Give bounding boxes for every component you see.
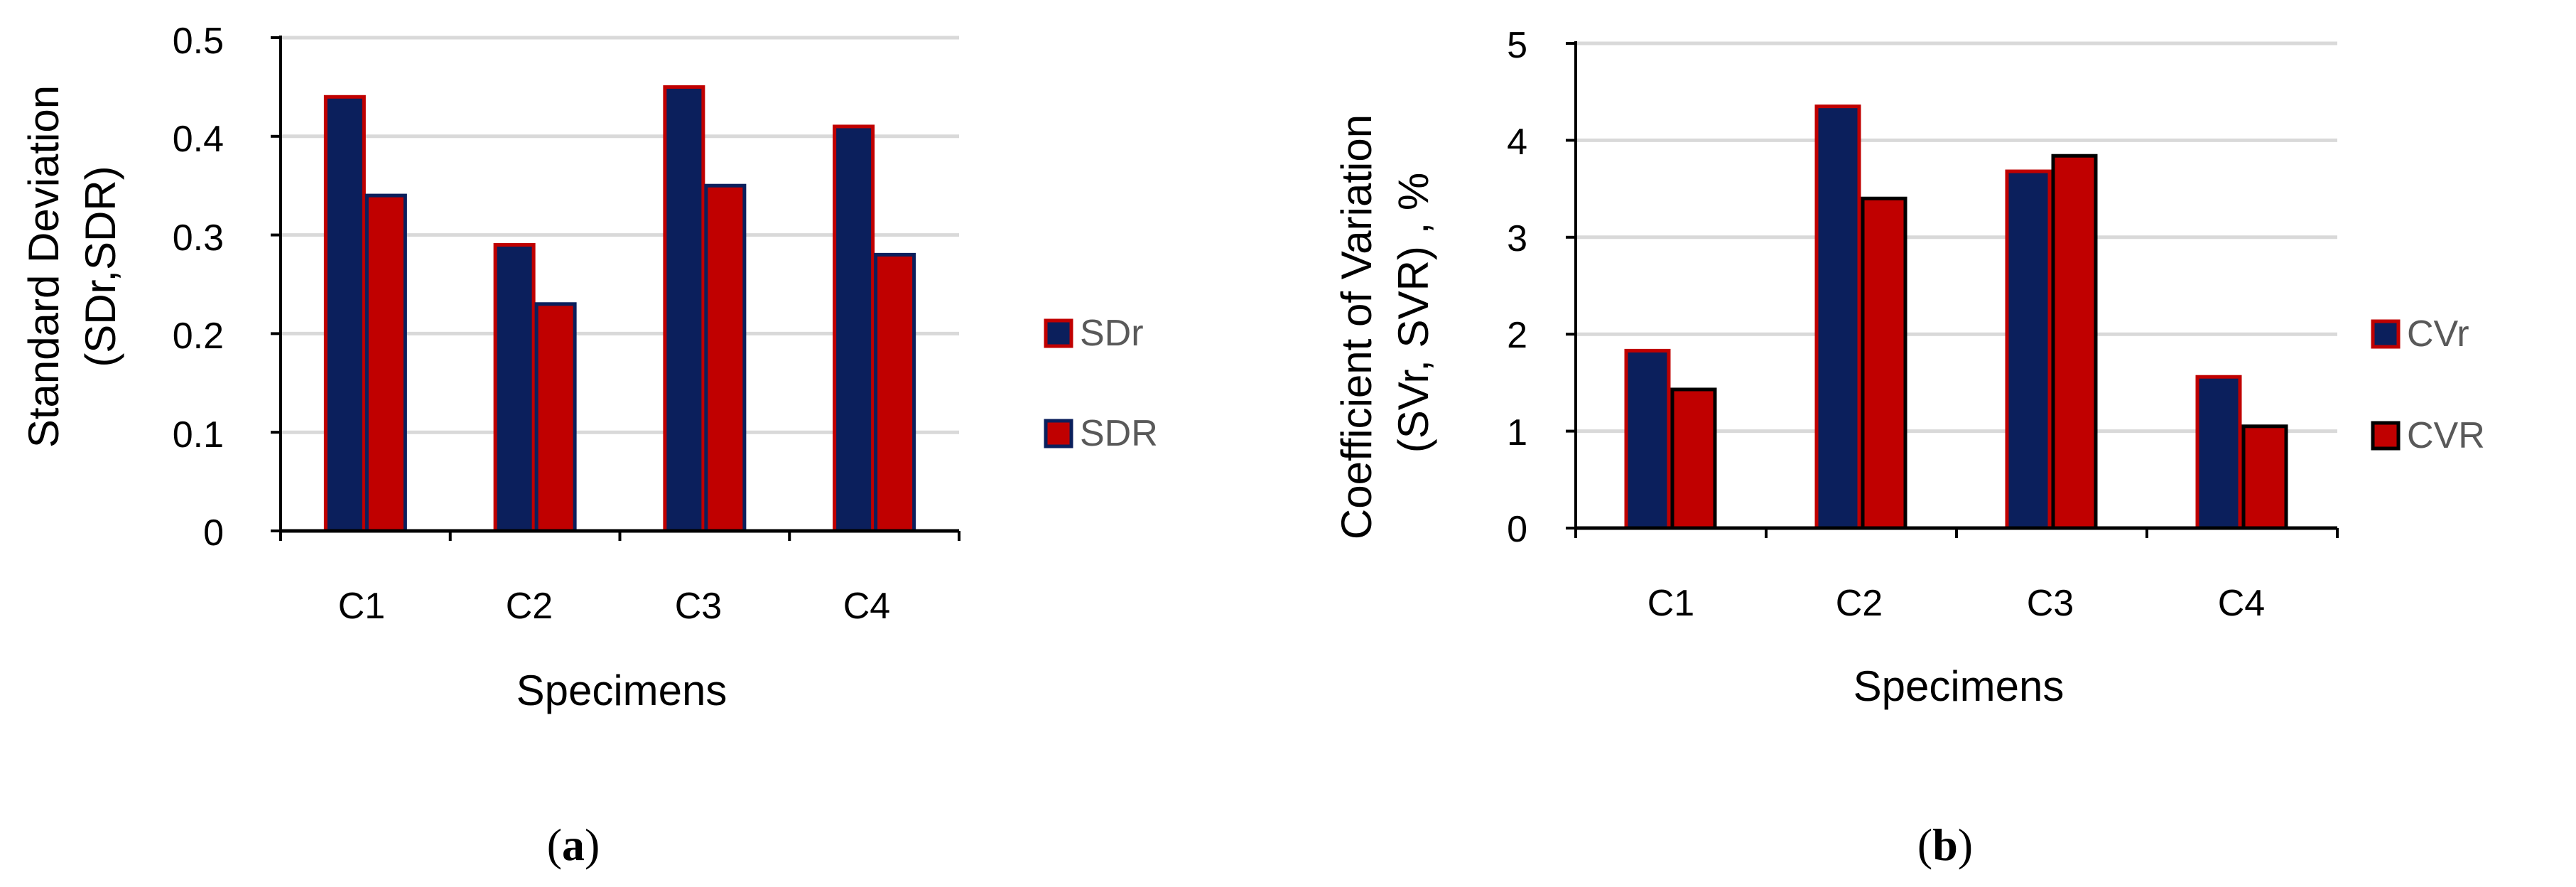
- chart-a-x-tick-c1: C1: [338, 586, 385, 627]
- chart-b-y-tick-3: 3: [1507, 218, 1527, 259]
- chart-a-bar-sdr-capital-c4: [874, 252, 916, 533]
- chart-a-y-tick-5: 0.5: [173, 21, 224, 62]
- chart-a-bar-sdr-capital-c3: [704, 183, 747, 533]
- chart-b-bar-cvr-capital-c4: [2241, 424, 2288, 530]
- chart-a-y-axis-title-line2: (SDr,SDR): [77, 166, 124, 367]
- chart-a-legend-swatch-sdr-capital: [1044, 419, 1073, 448]
- chart-a-x-axis-title: Specimens: [516, 667, 727, 714]
- chart-b-bar-cvr-c2: [1814, 104, 1861, 530]
- panel-label-b-letter: b: [1932, 819, 1958, 870]
- chart-a-bar-sdr-capital-c2: [534, 302, 577, 533]
- chart-b-y-tick-5: 5: [1507, 25, 1527, 66]
- chart-b-y-tick-4: 4: [1507, 122, 1527, 163]
- panel-label-b-open: (: [1917, 819, 1932, 870]
- chart-b-x-tick-labels: C1 C2 C3 C4: [1647, 583, 2265, 624]
- chart-a-bar-sdr-c3: [663, 85, 705, 533]
- chart-a-bar-sdr-capital-c1: [364, 193, 407, 533]
- chart-b-legend-label-cvr-capital: CVR: [2407, 415, 2485, 456]
- chart-b-x-tick-c3: C3: [2027, 583, 2074, 624]
- chart-a-y-tick-2: 0.2: [173, 316, 224, 357]
- chart-b-axes: [1566, 41, 2339, 538]
- chart-a-bars: [323, 85, 916, 533]
- panel-label-b: (b): [1917, 819, 1973, 870]
- chart-a-x-tick-c3: C3: [675, 586, 722, 627]
- chart-b-bar-cvr-capital-c3: [2051, 154, 2098, 530]
- chart-a-x-tick-c4: C4: [843, 586, 890, 627]
- chart-b-y-tick-labels: 0 1 2 3 4 5: [1507, 25, 1527, 550]
- chart-a-y-tick-3: 0.3: [173, 217, 224, 259]
- chart-b-y-axis-title-line1: Coefficient of Variation: [1333, 114, 1380, 539]
- panel-label-a-close: ): [585, 819, 600, 870]
- chart-a-axes: [271, 36, 960, 541]
- chart-a-y-axis-title-line1: Standard Deviation: [20, 85, 67, 448]
- chart-b-legend-swatch-cvr-capital: [2371, 421, 2401, 451]
- panel-label-a-open: (: [547, 819, 562, 870]
- chart-a-bar-sdr-c1: [323, 95, 366, 533]
- chart-b-bar-cvr-capital-c1: [1670, 387, 1717, 530]
- chart-b-x-tick-c4: C4: [2218, 583, 2265, 624]
- chart-a-bar-sdr-c2: [493, 242, 536, 533]
- chart-b-y-tick-1: 1: [1507, 412, 1527, 453]
- chart-a-x-tick-labels: C1 C2 C3 C4: [338, 586, 890, 627]
- panel-label-a: (a): [547, 819, 600, 870]
- chart-b-gridlines: [1576, 41, 2337, 434]
- chart-b-bar-cvr-capital-c2: [1861, 196, 1907, 530]
- chart-b-y-axis-title-line2: (SVr, SVR) , %: [1390, 173, 1437, 453]
- panel-label-a-letter: a: [562, 819, 585, 870]
- chart-b-bar-cvr-c3: [2005, 169, 2052, 530]
- chart-a-bar-sdr-c4: [833, 124, 875, 533]
- chart-a-legend-swatch-sdr: [1044, 318, 1073, 348]
- chart-b-legend: CVr CVR: [2371, 313, 2485, 456]
- chart-a-legend: SDr SDR: [1044, 313, 1158, 454]
- chart-b-y-tick-0: 0: [1507, 509, 1527, 550]
- chart-b-bar-cvr-c1: [1624, 348, 1671, 530]
- chart-b-x-axis-title: Specimens: [1853, 662, 2064, 710]
- chart-a-y-tick-1: 0.1: [173, 414, 224, 456]
- chart-b-legend-label-cvr: CVr: [2407, 313, 2469, 355]
- chart-b-y-tick-2: 2: [1507, 315, 1527, 356]
- chart-a-y-tick-labels: 0 0.1 0.2 0.3 0.4 0.5: [173, 21, 224, 554]
- chart-b-bars: [1624, 104, 2288, 530]
- chart-a-x-tick-c2: C2: [506, 586, 553, 627]
- chart-b-x-tick-c2: C2: [1836, 583, 1883, 624]
- chart-b-bar-cvr-c4: [2195, 375, 2242, 530]
- chart-a-legend-label-sdr-capital: SDR: [1080, 413, 1158, 454]
- chart-b: 0 1 2 3 4 5 C1 C2 C3 C4 Specimens Coeffi…: [1333, 25, 2485, 710]
- chart-b-legend-swatch-cvr: [2371, 319, 2401, 349]
- chart-a: 0 0.1 0.2 0.3 0.4 0.5 C1 C2 C3 C4 Specim…: [20, 21, 1158, 714]
- panel-label-b-close: ): [1958, 819, 1973, 870]
- chart-a-y-tick-0: 0: [203, 512, 224, 554]
- chart-a-legend-label-sdr: SDr: [1080, 313, 1144, 354]
- chart-b-x-tick-c1: C1: [1647, 583, 1694, 624]
- chart-a-y-tick-4: 0.4: [173, 119, 224, 160]
